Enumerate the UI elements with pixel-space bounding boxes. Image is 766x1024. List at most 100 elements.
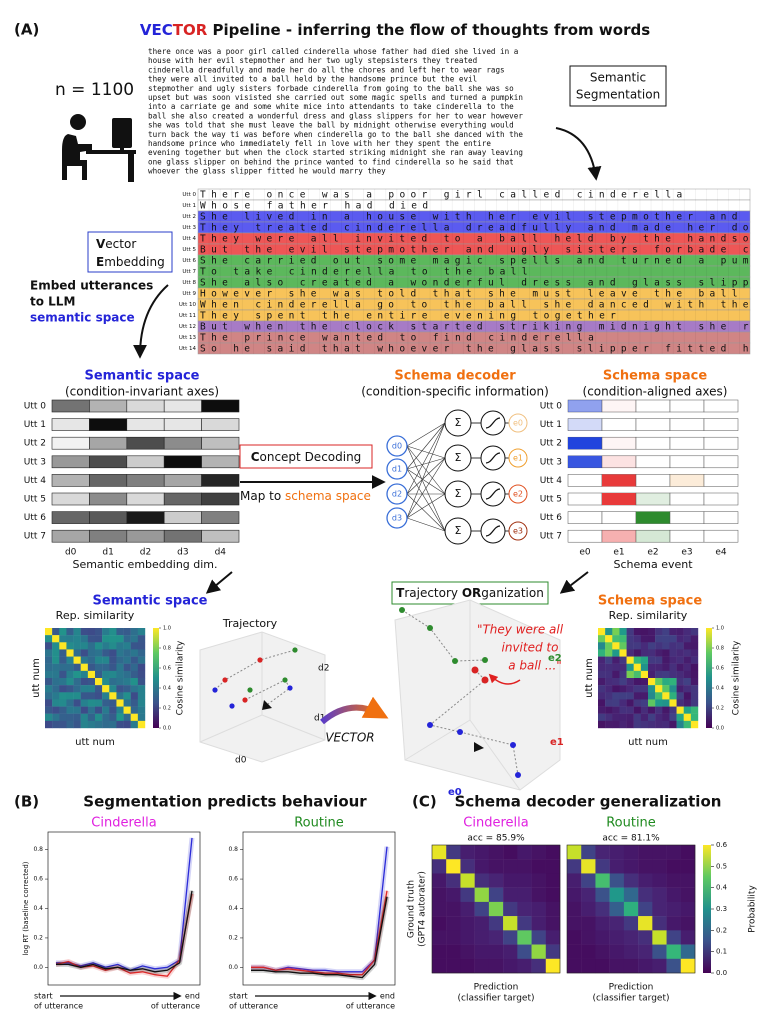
similarity-cell bbox=[80, 706, 89, 714]
heat-cell bbox=[623, 873, 639, 888]
similarity-cell bbox=[690, 692, 699, 700]
similarity-cell bbox=[59, 628, 67, 636]
heat-cell bbox=[666, 887, 681, 903]
similarity-cell bbox=[66, 678, 74, 686]
heat-cell bbox=[446, 944, 461, 959]
similarity-cell bbox=[626, 628, 634, 636]
similarity-cell bbox=[73, 649, 81, 657]
similarity-cell bbox=[612, 628, 620, 636]
schema-cell bbox=[670, 493, 704, 505]
similarity-cell bbox=[683, 692, 692, 700]
schema-cell bbox=[704, 400, 738, 412]
similarity-cell bbox=[633, 670, 642, 679]
heat-cell bbox=[460, 873, 475, 888]
similarity-cell bbox=[52, 699, 60, 707]
heat-cell bbox=[652, 845, 667, 860]
similarity-cell bbox=[633, 663, 642, 672]
heat-cell bbox=[581, 859, 596, 874]
table-row bbox=[197, 342, 751, 355]
sum-node bbox=[444, 480, 472, 508]
similarity-cell bbox=[116, 670, 124, 679]
similarity-cell bbox=[669, 685, 677, 693]
similarity-cell bbox=[87, 656, 96, 664]
heat-cell bbox=[531, 901, 546, 917]
similarity-cell bbox=[598, 656, 606, 664]
similarity-cell bbox=[130, 628, 139, 636]
similarity-cell bbox=[648, 642, 656, 650]
similarity-cell bbox=[683, 706, 692, 714]
similarity-cell bbox=[87, 713, 96, 722]
schema-cell-bg bbox=[703, 474, 739, 487]
similarity-cell bbox=[137, 692, 146, 700]
box-rest: rajectory bbox=[404, 586, 462, 600]
heat-cell bbox=[595, 859, 610, 874]
embedding-cell bbox=[89, 492, 128, 506]
event-label: e1 bbox=[613, 548, 624, 558]
box-rest: oncept Decoding bbox=[260, 450, 362, 464]
similarity-cell bbox=[612, 678, 620, 686]
similarity-cell bbox=[52, 678, 60, 686]
similarity-cell bbox=[130, 656, 139, 664]
heat-cell bbox=[638, 873, 653, 888]
heat-cell bbox=[503, 859, 518, 874]
heat-cell bbox=[432, 901, 447, 917]
similarity-cell bbox=[102, 670, 110, 679]
similarity-cell bbox=[66, 699, 74, 707]
similarity-cell bbox=[73, 642, 81, 650]
heat-cell bbox=[488, 930, 504, 945]
colorbar-tick-label: 0.8 bbox=[716, 646, 724, 652]
series-line bbox=[251, 896, 388, 979]
schema-cell bbox=[704, 456, 738, 468]
similarity-cell bbox=[116, 635, 124, 643]
box-rest: mbedding bbox=[104, 255, 164, 269]
similarity-cell bbox=[619, 713, 627, 722]
similarity-cell bbox=[130, 635, 139, 643]
sigmoid-curve bbox=[485, 417, 501, 429]
similarity-cell bbox=[87, 692, 96, 700]
similarity-cell bbox=[116, 706, 124, 714]
similarity-cell bbox=[87, 706, 96, 714]
embedding-cell bbox=[126, 474, 165, 487]
trajectory-3d bbox=[199, 631, 326, 763]
similarity-cell bbox=[130, 713, 139, 722]
embedding-cell bbox=[126, 529, 165, 543]
similarity-cell bbox=[45, 656, 53, 664]
similarity-cell bbox=[690, 663, 699, 672]
embedding-cell bbox=[201, 399, 240, 413]
schema-cell bbox=[670, 530, 704, 542]
heat-cell bbox=[680, 845, 696, 860]
similarity-cell bbox=[655, 649, 663, 657]
heat-cell bbox=[460, 944, 475, 959]
map-prefix: Map to bbox=[240, 489, 285, 503]
similarity-cell bbox=[640, 678, 649, 686]
heat-cell bbox=[446, 901, 461, 917]
similarity-cell bbox=[102, 642, 110, 650]
heat-cell bbox=[545, 859, 561, 874]
heat-cell bbox=[432, 845, 447, 860]
similarity-cell bbox=[690, 635, 699, 643]
similarity-cell bbox=[130, 720, 139, 729]
heat-cell bbox=[623, 958, 639, 974]
similarity-cell bbox=[73, 685, 81, 693]
colorbar-tick-label: 0.6 bbox=[716, 841, 728, 849]
event-label: e3 bbox=[681, 548, 692, 558]
similarity-cell bbox=[52, 692, 60, 700]
similarity-cell bbox=[130, 699, 139, 707]
edge bbox=[406, 468, 446, 532]
similarity-cell bbox=[102, 706, 110, 714]
similarity-cell bbox=[116, 642, 124, 650]
similarity-cell bbox=[619, 635, 627, 643]
similarity-cell bbox=[137, 656, 146, 664]
embedding-cell bbox=[163, 399, 202, 413]
embedding-cell bbox=[51, 436, 90, 450]
similarity-cell bbox=[123, 635, 131, 643]
similarity-cell bbox=[102, 635, 110, 643]
similarity-cell bbox=[59, 656, 67, 664]
similarity-cell bbox=[45, 642, 53, 650]
colorbar-tick-label: 1.0 bbox=[163, 626, 171, 632]
embed-text: Embed utterances bbox=[30, 279, 153, 293]
row-text: Whose father had died bbox=[200, 201, 428, 212]
similarity-cell bbox=[619, 670, 627, 679]
embed-text: to LLM bbox=[30, 295, 75, 309]
